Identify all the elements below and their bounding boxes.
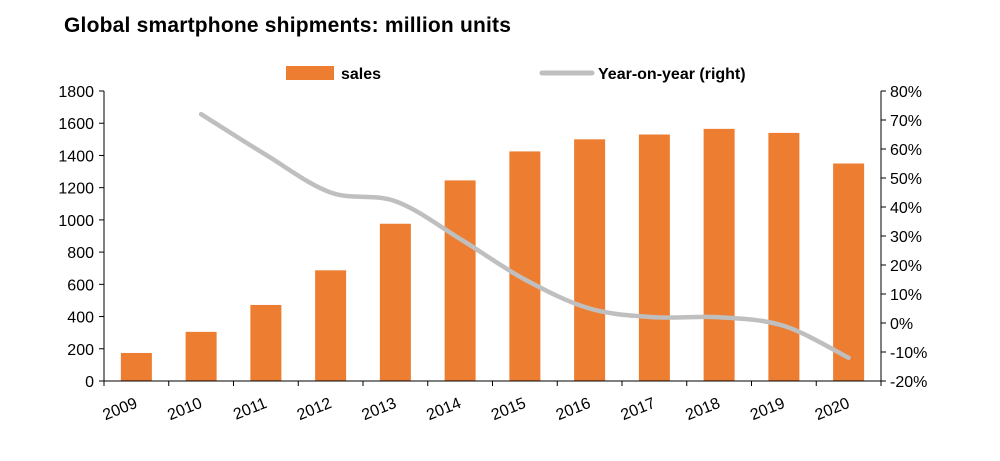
x-tick-label: 2015 (489, 395, 528, 424)
right-tick-label: 70% (890, 113, 922, 130)
bar-2011 (250, 304, 282, 381)
x-tick-label: 2013 (360, 395, 399, 424)
bar-2012 (315, 270, 347, 381)
legend-yoy-label: Year-on-year (right) (598, 66, 746, 83)
legend-sales-label: sales (341, 66, 381, 83)
yoy-line-series (198, 111, 851, 361)
bar-2017 (638, 134, 670, 381)
x-tick-label: 2019 (748, 395, 787, 424)
bar-2009 (120, 352, 152, 381)
bar-2016 (574, 139, 606, 381)
left-axis-ticks: 0 200 400 600 800 1000 1200 1400 1600 1800 (58, 84, 104, 391)
x-tick-label: 2011 (231, 395, 269, 424)
left-tick-label: 800 (67, 245, 94, 262)
bar-2020 (833, 163, 865, 381)
left-tick-label: 0 (85, 374, 94, 391)
bar-2014 (444, 180, 476, 381)
chart-title: Global smartphone shipments: million uni… (64, 14, 512, 37)
x-axis-ticks: 2009 2010 2011 2012 2013 2014 2015 2016 2017 2018… (101, 381, 882, 424)
bar-2013 (379, 223, 411, 381)
x-tick-label: 2009 (101, 395, 140, 424)
left-tick-label: 1200 (58, 181, 94, 198)
x-tick-label: 2016 (554, 395, 593, 424)
right-axis-ticks: -20% -10% 0% 10% 20% 30% 40% 50% 60% 70% 80% (881, 84, 927, 391)
right-tick-label: 20% (890, 258, 922, 275)
right-tick-label: -10% (890, 345, 927, 362)
right-tick-label: 40% (890, 200, 922, 217)
right-tick-label: 80% (890, 84, 922, 101)
left-tick-label: 1400 (58, 148, 94, 165)
left-tick-label: 200 (67, 342, 94, 359)
bar-series (120, 128, 865, 381)
right-tick-label: 50% (890, 171, 922, 188)
bar-2018 (703, 128, 735, 381)
bar-2010 (185, 331, 217, 381)
right-tick-label: 0% (890, 316, 913, 333)
left-tick-label: 1600 (58, 116, 94, 133)
legend-sales-swatch (286, 66, 334, 80)
x-tick-label: 2014 (424, 395, 463, 424)
x-tick-label: 2017 (619, 395, 658, 424)
x-tick-label: 2020 (813, 395, 852, 424)
left-tick-label: 1800 (58, 84, 94, 101)
left-tick-label: 1000 (58, 213, 94, 230)
right-tick-label: 10% (890, 287, 922, 304)
axes (103, 91, 882, 382)
x-tick-label: 2010 (165, 395, 204, 424)
left-tick-label: 600 (67, 277, 94, 294)
left-tick-label: 400 (67, 310, 94, 327)
x-tick-label: 2012 (295, 395, 334, 424)
bar-2019 (768, 132, 800, 381)
right-tick-label: -20% (890, 374, 927, 391)
legend: sales Year-on-year (right) (286, 66, 746, 83)
right-tick-label: 30% (890, 229, 922, 246)
x-tick-label: 2018 (683, 395, 722, 424)
right-tick-label: 60% (890, 142, 922, 159)
bar-2015 (509, 151, 541, 381)
